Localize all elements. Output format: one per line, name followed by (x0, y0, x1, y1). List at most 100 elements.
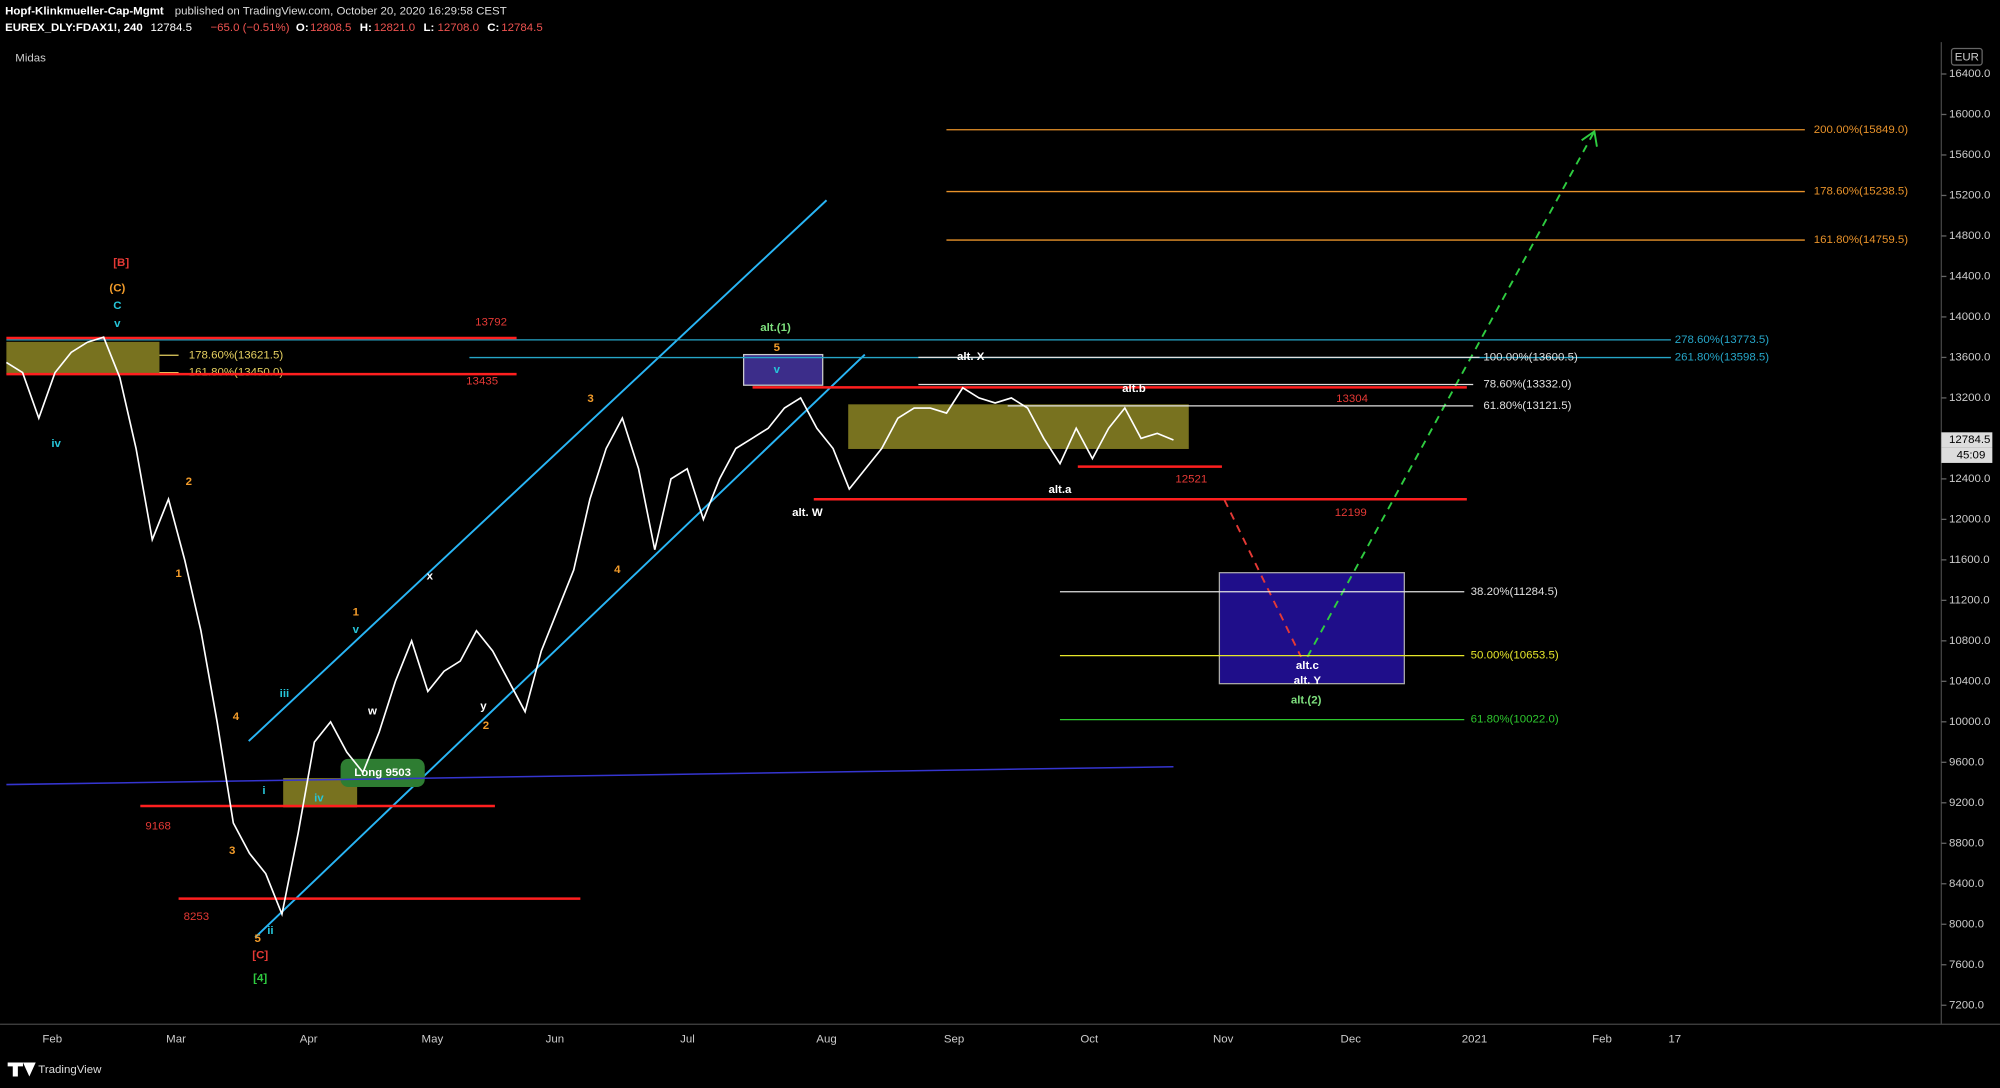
y-tick-label: 10000.0 (1949, 716, 1990, 728)
change: −65.0 (−0.51%) (210, 22, 289, 34)
y-tick-label: 10400.0 (1949, 675, 1990, 687)
level-label: 9168 (145, 821, 171, 833)
fib-label: 38.20%(11284.5) (1471, 586, 1558, 598)
y-tick-label: 9600.0 (1949, 756, 1984, 768)
x-tick-label: Nov (1213, 1034, 1234, 1046)
ohlc-key: L: (423, 22, 434, 34)
y-tick-label: 15200.0 (1949, 189, 1990, 201)
level-label: 13792 (475, 317, 507, 329)
y-tick-label: 14000.0 (1949, 311, 1990, 323)
fib-label: 261.80%(13598.5) (1675, 352, 1770, 364)
indicator-name: Midas (15, 53, 46, 65)
wave-label: alt.(2) (1291, 694, 1322, 706)
wave-label: x (427, 571, 434, 583)
y-tick-label: 8000.0 (1949, 918, 1984, 930)
fib-label: 178.60%(15238.5) (1814, 186, 1909, 198)
arrow (1581, 129, 1598, 147)
level-label: 13435 (466, 375, 498, 387)
wave-label: v (114, 318, 121, 330)
y-tick-label: 12400.0 (1949, 473, 1990, 485)
y-tick-label: 16000.0 (1949, 109, 1990, 121)
ohlc-value: 12784.5 (501, 22, 542, 34)
fib-label: 61.80%(10022.0) (1471, 714, 1559, 726)
x-tick-label: 2021 (1462, 1034, 1488, 1046)
last-price-label: 12784.5 (1949, 434, 1990, 446)
ohlc-value: 12808.5 (310, 22, 351, 34)
wave-label: i (262, 785, 265, 797)
ohlc-value: 12821.0 (374, 22, 415, 34)
ohlc: O: 12808.5 H: 12821.0 L: 12708.0 C: 12784.5 (296, 22, 543, 34)
level-label: 8253 (184, 911, 210, 923)
level-label: 13304 (1336, 393, 1369, 405)
logo (7, 1062, 36, 1077)
x-tick-label: Sep (944, 1034, 964, 1046)
wave-label: v (774, 364, 781, 376)
wave-label: 5 (774, 342, 781, 354)
currency: EUR (1955, 51, 1979, 63)
level-label: 12521 (1175, 474, 1207, 486)
author: Hopf-Klinkmueller-Cap-Mgmt (5, 6, 164, 18)
projection (1223, 499, 1302, 658)
wave-label: iv (314, 792, 324, 804)
x-tick-label: Dec (1341, 1034, 1362, 1046)
zone (848, 404, 1189, 449)
x-tick-label: Apr (300, 1034, 318, 1046)
wave-label: 1 (353, 606, 360, 618)
x-tick-label: Mar (166, 1034, 186, 1046)
ohlc-value: 12708.0 (438, 22, 479, 34)
wave-label: alt.b (1122, 383, 1146, 395)
x-tick-label: Feb (1592, 1034, 1612, 1046)
wave-label: iii (280, 688, 290, 700)
y-tick-label: 14400.0 (1949, 270, 1990, 282)
wave-label: Long 9503 (354, 767, 411, 779)
y-tick-label: 14800.0 (1949, 230, 1990, 242)
last-price: 12784.5 (151, 22, 192, 34)
y-tick-label: 12000.0 (1949, 513, 1990, 525)
fib-label: 78.60%(13332.0) (1483, 379, 1571, 391)
countdown: 45:09 (1957, 449, 1986, 461)
fib-label: 100.00%(13600.5) (1483, 351, 1578, 363)
fib-label: 178.60%(13621.5) (189, 349, 284, 361)
published: published on TradingView.com, October 20… (175, 6, 507, 18)
fib-label: 278.60%(13773.5) (1675, 334, 1770, 346)
level-label: 12199 (1335, 507, 1367, 519)
wave-label: [4] (253, 972, 267, 984)
currency-box (1950, 47, 1983, 66)
wave-label: [B] (113, 257, 129, 269)
fib-label: 161.80%(13450.0) (189, 367, 284, 379)
ohlc-key: O: (296, 22, 309, 34)
zone (6, 341, 160, 374)
y-tick-label: 16400.0 (1949, 68, 1990, 80)
x-tick-label: Jun (546, 1034, 565, 1046)
wave-label: alt.a (1048, 484, 1072, 496)
y-tick-label: 7600.0 (1949, 959, 1984, 971)
wave-label: 1 (175, 568, 182, 580)
y-tick-label: 8800.0 (1949, 837, 1984, 849)
y-tick-label: 13600.0 (1949, 351, 1990, 363)
channel-line (254, 353, 866, 939)
x-tick-label: May (422, 1034, 444, 1046)
y-tick-label: 9200.0 (1949, 797, 1984, 809)
wave-label: iv (51, 438, 61, 450)
callout (340, 758, 425, 787)
x-tick-label: Aug (816, 1034, 836, 1046)
ohlc-key: H: (360, 22, 372, 34)
wave-label: 2 (483, 720, 489, 732)
wave-label: 5 (254, 933, 261, 945)
wave-label: C (113, 300, 121, 312)
wave-label: w (367, 706, 377, 718)
wave-label: v (353, 624, 360, 636)
wave-label: alt. X (957, 351, 985, 363)
wave-label: y (480, 701, 487, 713)
wave-label: 3 (587, 393, 593, 405)
fib-label: 61.80%(13121.5) (1483, 400, 1571, 412)
y-tick-label: 15600.0 (1949, 149, 1990, 161)
y-tick-label: 7200.0 (1949, 999, 1984, 1011)
fib-label: 161.80%(14759.5) (1814, 234, 1909, 246)
fib-label: 200.00%(15849.0) (1814, 124, 1909, 136)
channel-line (248, 199, 828, 742)
fib-label: 50.00%(10653.5) (1471, 650, 1559, 662)
price-line (5, 336, 1174, 918)
